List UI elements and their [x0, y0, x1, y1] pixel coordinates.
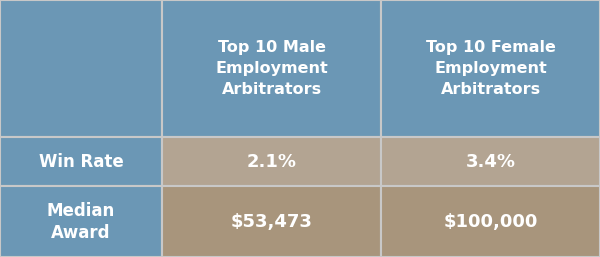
Bar: [381, 186, 600, 257]
Bar: [381, 137, 600, 186]
Bar: [0, 186, 162, 257]
Text: Top 10 Female
Employment
Arbitrators: Top 10 Female Employment Arbitrators: [425, 40, 556, 97]
Bar: [0, 137, 162, 186]
Text: $53,473: $53,473: [230, 213, 313, 231]
Bar: [0, 0, 162, 137]
Text: Win Rate: Win Rate: [38, 153, 124, 171]
Bar: [162, 137, 381, 186]
Text: Top 10 Male
Employment
Arbitrators: Top 10 Male Employment Arbitrators: [215, 40, 328, 97]
Text: 3.4%: 3.4%: [466, 153, 515, 171]
Bar: [381, 0, 600, 137]
Bar: [162, 186, 381, 257]
Bar: [162, 0, 381, 137]
Text: Median
Award: Median Award: [47, 201, 115, 242]
Text: $100,000: $100,000: [443, 213, 538, 231]
Text: 2.1%: 2.1%: [247, 153, 296, 171]
